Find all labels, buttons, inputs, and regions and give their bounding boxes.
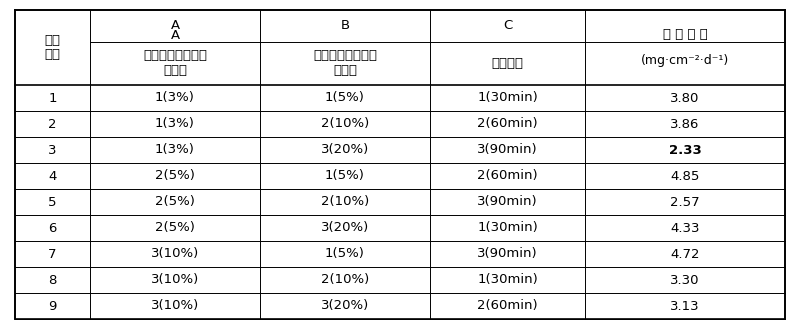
Text: 3(10%): 3(10%) [151, 299, 199, 313]
Text: 2(5%): 2(5%) [155, 195, 195, 209]
Text: 3(90min): 3(90min) [477, 143, 538, 157]
Text: A: A [170, 29, 179, 42]
Text: 2: 2 [48, 117, 57, 131]
Text: 1(30min): 1(30min) [477, 221, 538, 235]
Text: 3(20%): 3(20%) [321, 143, 369, 157]
Text: 9: 9 [48, 299, 57, 313]
Text: (mg·cm⁻²·d⁻¹): (mg·cm⁻²·d⁻¹) [641, 54, 729, 67]
Text: 1(5%): 1(5%) [325, 169, 365, 183]
Text: 腐 蚀 速 度: 腐 蚀 速 度 [662, 28, 707, 41]
Text: 钝化时间: 钝化时间 [491, 57, 523, 70]
Text: 4.33: 4.33 [670, 221, 700, 235]
Text: 2.33: 2.33 [669, 143, 702, 157]
Text: 2(5%): 2(5%) [155, 221, 195, 235]
Text: 2(10%): 2(10%) [321, 117, 369, 131]
Text: 1(5%): 1(5%) [325, 247, 365, 261]
Text: 双氧水含量（体积
分数）: 双氧水含量（体积 分数） [313, 49, 377, 77]
Text: 3(20%): 3(20%) [321, 299, 369, 313]
Text: 1(30min): 1(30min) [477, 273, 538, 287]
Text: 3(90min): 3(90min) [477, 247, 538, 261]
Text: 7: 7 [48, 247, 57, 261]
Text: 2.57: 2.57 [670, 195, 700, 209]
Text: 1(30min): 1(30min) [477, 91, 538, 105]
Text: 1: 1 [48, 91, 57, 105]
Text: 6: 6 [48, 221, 57, 235]
Text: 3(20%): 3(20%) [321, 221, 369, 235]
Text: 4.72: 4.72 [670, 247, 700, 261]
Text: 2(10%): 2(10%) [321, 273, 369, 287]
Text: 3.30: 3.30 [670, 273, 700, 287]
Text: 1(3%): 1(3%) [155, 91, 195, 105]
Text: A: A [170, 19, 179, 32]
Text: 柠檬酸含量（体积
分数）: 柠檬酸含量（体积 分数） [143, 49, 207, 77]
Text: 3(10%): 3(10%) [151, 273, 199, 287]
Text: 4: 4 [48, 169, 57, 183]
Text: 1(5%): 1(5%) [325, 91, 365, 105]
Text: 2(60min): 2(60min) [477, 169, 538, 183]
Text: 1(3%): 1(3%) [155, 117, 195, 131]
Text: 1(3%): 1(3%) [155, 143, 195, 157]
Text: 3.86: 3.86 [670, 117, 700, 131]
Text: 试验
次序: 试验 次序 [45, 34, 61, 62]
Text: 8: 8 [48, 273, 57, 287]
Text: 3: 3 [48, 143, 57, 157]
Text: B: B [341, 19, 350, 32]
Text: 2(10%): 2(10%) [321, 195, 369, 209]
Text: 3.13: 3.13 [670, 299, 700, 313]
Text: C: C [503, 19, 512, 32]
Text: 2(60min): 2(60min) [477, 299, 538, 313]
Text: 5: 5 [48, 195, 57, 209]
Text: 4.85: 4.85 [670, 169, 700, 183]
Text: 2(60min): 2(60min) [477, 117, 538, 131]
Text: 2(5%): 2(5%) [155, 169, 195, 183]
Text: 3(10%): 3(10%) [151, 247, 199, 261]
Text: 3.80: 3.80 [670, 91, 700, 105]
Text: 3(90min): 3(90min) [477, 195, 538, 209]
